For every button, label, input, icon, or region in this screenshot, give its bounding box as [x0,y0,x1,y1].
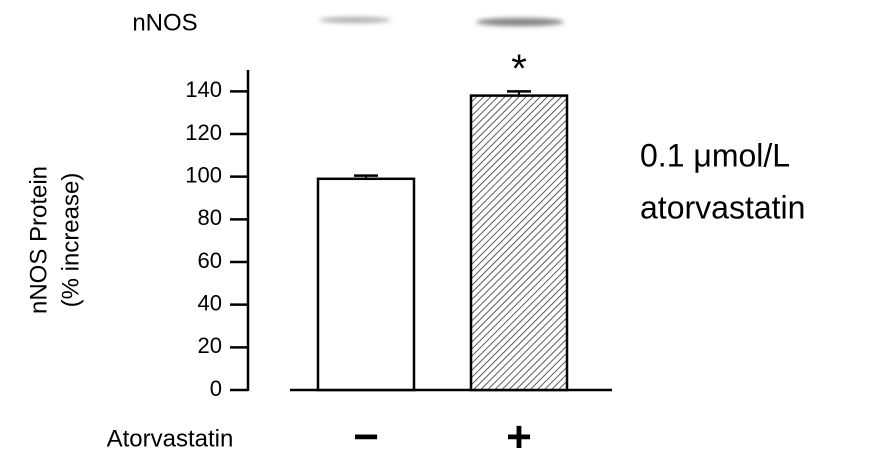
y-tick-label: 0 [210,376,222,401]
chart: nNOS nNOS Protein (% increase) Atorvasta… [0,0,883,456]
blot-label: nNOS [132,9,197,36]
side-note: 0.1 μmol/L [640,137,790,173]
y-tick-label: 80 [198,205,222,230]
y-axis-label: (% increase) [57,173,84,308]
y-tick-label: 20 [198,333,222,358]
bar [318,179,414,390]
x-axis-label: Atorvastatin [107,425,234,452]
x-tick-label: − [353,413,379,456]
y-tick-label: 60 [198,248,222,273]
annotation: * [511,47,527,91]
x-tick-label: + [506,413,532,456]
y-tick-label: 40 [198,290,222,315]
y-tick-label: 120 [185,120,222,145]
y-tick-label: 140 [185,77,222,102]
side-note: atorvastatin [640,189,805,225]
y-axis-label: nNOS Protein [25,166,52,314]
western-blot [319,17,564,26]
bar [471,96,567,390]
y-tick-label: 100 [185,162,222,187]
